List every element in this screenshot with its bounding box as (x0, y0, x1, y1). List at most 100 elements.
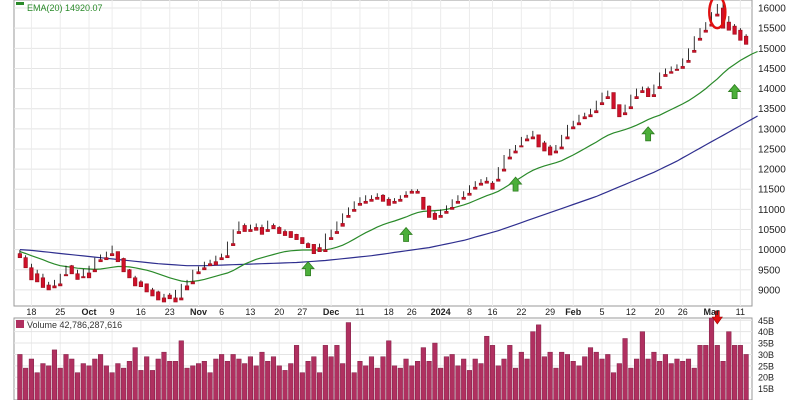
volume-bar (391, 365, 398, 401)
volume-bar (668, 363, 674, 401)
volume-bar (28, 358, 34, 401)
candle (674, 64, 680, 71)
candle (127, 268, 132, 279)
volume-bar (242, 363, 248, 401)
volume-bar (167, 361, 173, 401)
candle-body-down (657, 86, 662, 89)
candle (156, 290, 161, 301)
up-arrow-marker (508, 176, 523, 192)
volume-bar (720, 361, 726, 401)
candle-body-down (525, 138, 530, 142)
candle-body-down (519, 145, 524, 148)
candle-body-down (29, 267, 34, 281)
candle (525, 134, 530, 142)
candle-body-down (363, 200, 368, 204)
candle-body-down (599, 102, 605, 106)
candle-body-down (542, 142, 547, 152)
candle (484, 177, 489, 184)
candle-body-down (311, 244, 316, 255)
candle-body-down (392, 200, 397, 204)
candle (254, 223, 259, 231)
volume-bar (357, 361, 363, 401)
volume-bar (484, 335, 490, 401)
volume-bar (628, 367, 634, 401)
candle (427, 205, 432, 218)
candle-body-down (110, 253, 115, 257)
volume-bar (363, 365, 369, 401)
candle-body-down (259, 227, 265, 235)
volume-bar (697, 345, 703, 401)
candle (617, 104, 622, 118)
date-tick-label: 9 (110, 307, 115, 317)
volume-bar (386, 340, 392, 401)
volume-bar (403, 358, 409, 401)
date-tick-label: 8 (467, 307, 472, 317)
candle (634, 88, 639, 99)
volume-bar (207, 372, 213, 401)
candle (640, 86, 645, 93)
volume-bar (495, 365, 501, 401)
date-tick-label: 22 (516, 307, 526, 317)
candle-body-down (496, 178, 501, 182)
candle (651, 84, 656, 97)
candle (599, 92, 605, 106)
candle-body-down (46, 284, 51, 291)
highlight-circle (708, 0, 727, 30)
date-tick-label: Dec (323, 307, 340, 317)
volume-bar (57, 367, 63, 401)
candle-body-down (467, 192, 472, 196)
candle-body-down (104, 257, 109, 261)
date-tick-label: 20 (274, 307, 284, 317)
candle (392, 198, 397, 204)
candle-body-down (277, 227, 282, 234)
candle-body-down (161, 297, 167, 303)
volume-bar (149, 370, 156, 401)
volume-bar (587, 347, 594, 401)
volume-bar (397, 367, 403, 401)
candle-body-down (23, 257, 28, 269)
candle (715, 4, 720, 17)
candle (133, 275, 138, 287)
up-arrow-marker (301, 261, 315, 277)
candle-body-down (69, 265, 74, 275)
volume-bar (121, 367, 127, 401)
candle-body-down (571, 126, 576, 130)
price-tick-label: 11500 (758, 185, 786, 196)
volume-bar (570, 361, 576, 401)
candle-body-down (559, 146, 564, 150)
candle-body-down (622, 112, 628, 116)
volume-bar (126, 361, 132, 401)
candle-body-down (490, 182, 495, 190)
candle-body-down (352, 209, 357, 212)
sma-line (19, 115, 758, 267)
candle-body-down (513, 150, 518, 154)
candle (369, 195, 374, 202)
candle-body-down (92, 269, 97, 273)
volume-bar (420, 347, 426, 401)
candle (75, 269, 80, 280)
price-tick-label: 14000 (758, 84, 786, 95)
volume-bar (299, 372, 305, 401)
candle (588, 108, 593, 118)
candle-body-down (52, 285, 57, 289)
candle-body-down (565, 136, 570, 140)
candle-body-down (357, 202, 363, 206)
down-arrow-marker (711, 310, 723, 325)
volume-bar (74, 372, 81, 401)
volume-bar (634, 358, 640, 401)
candle-body-down (236, 231, 241, 234)
candle (138, 280, 144, 288)
volume-bar (247, 356, 253, 401)
candle-body-down (398, 198, 403, 202)
price-tick-label: 15500 (758, 24, 786, 35)
candle-body-down (75, 273, 80, 280)
candle-body-down (432, 213, 437, 220)
candle (548, 144, 553, 156)
volume-bar (34, 372, 40, 401)
volume-bar (213, 358, 219, 401)
up-arrow-marker (399, 226, 413, 242)
candle (236, 221, 241, 234)
date-tick-label: 27 (297, 307, 307, 317)
volume-bar (201, 361, 207, 401)
volume-bar (622, 338, 628, 401)
